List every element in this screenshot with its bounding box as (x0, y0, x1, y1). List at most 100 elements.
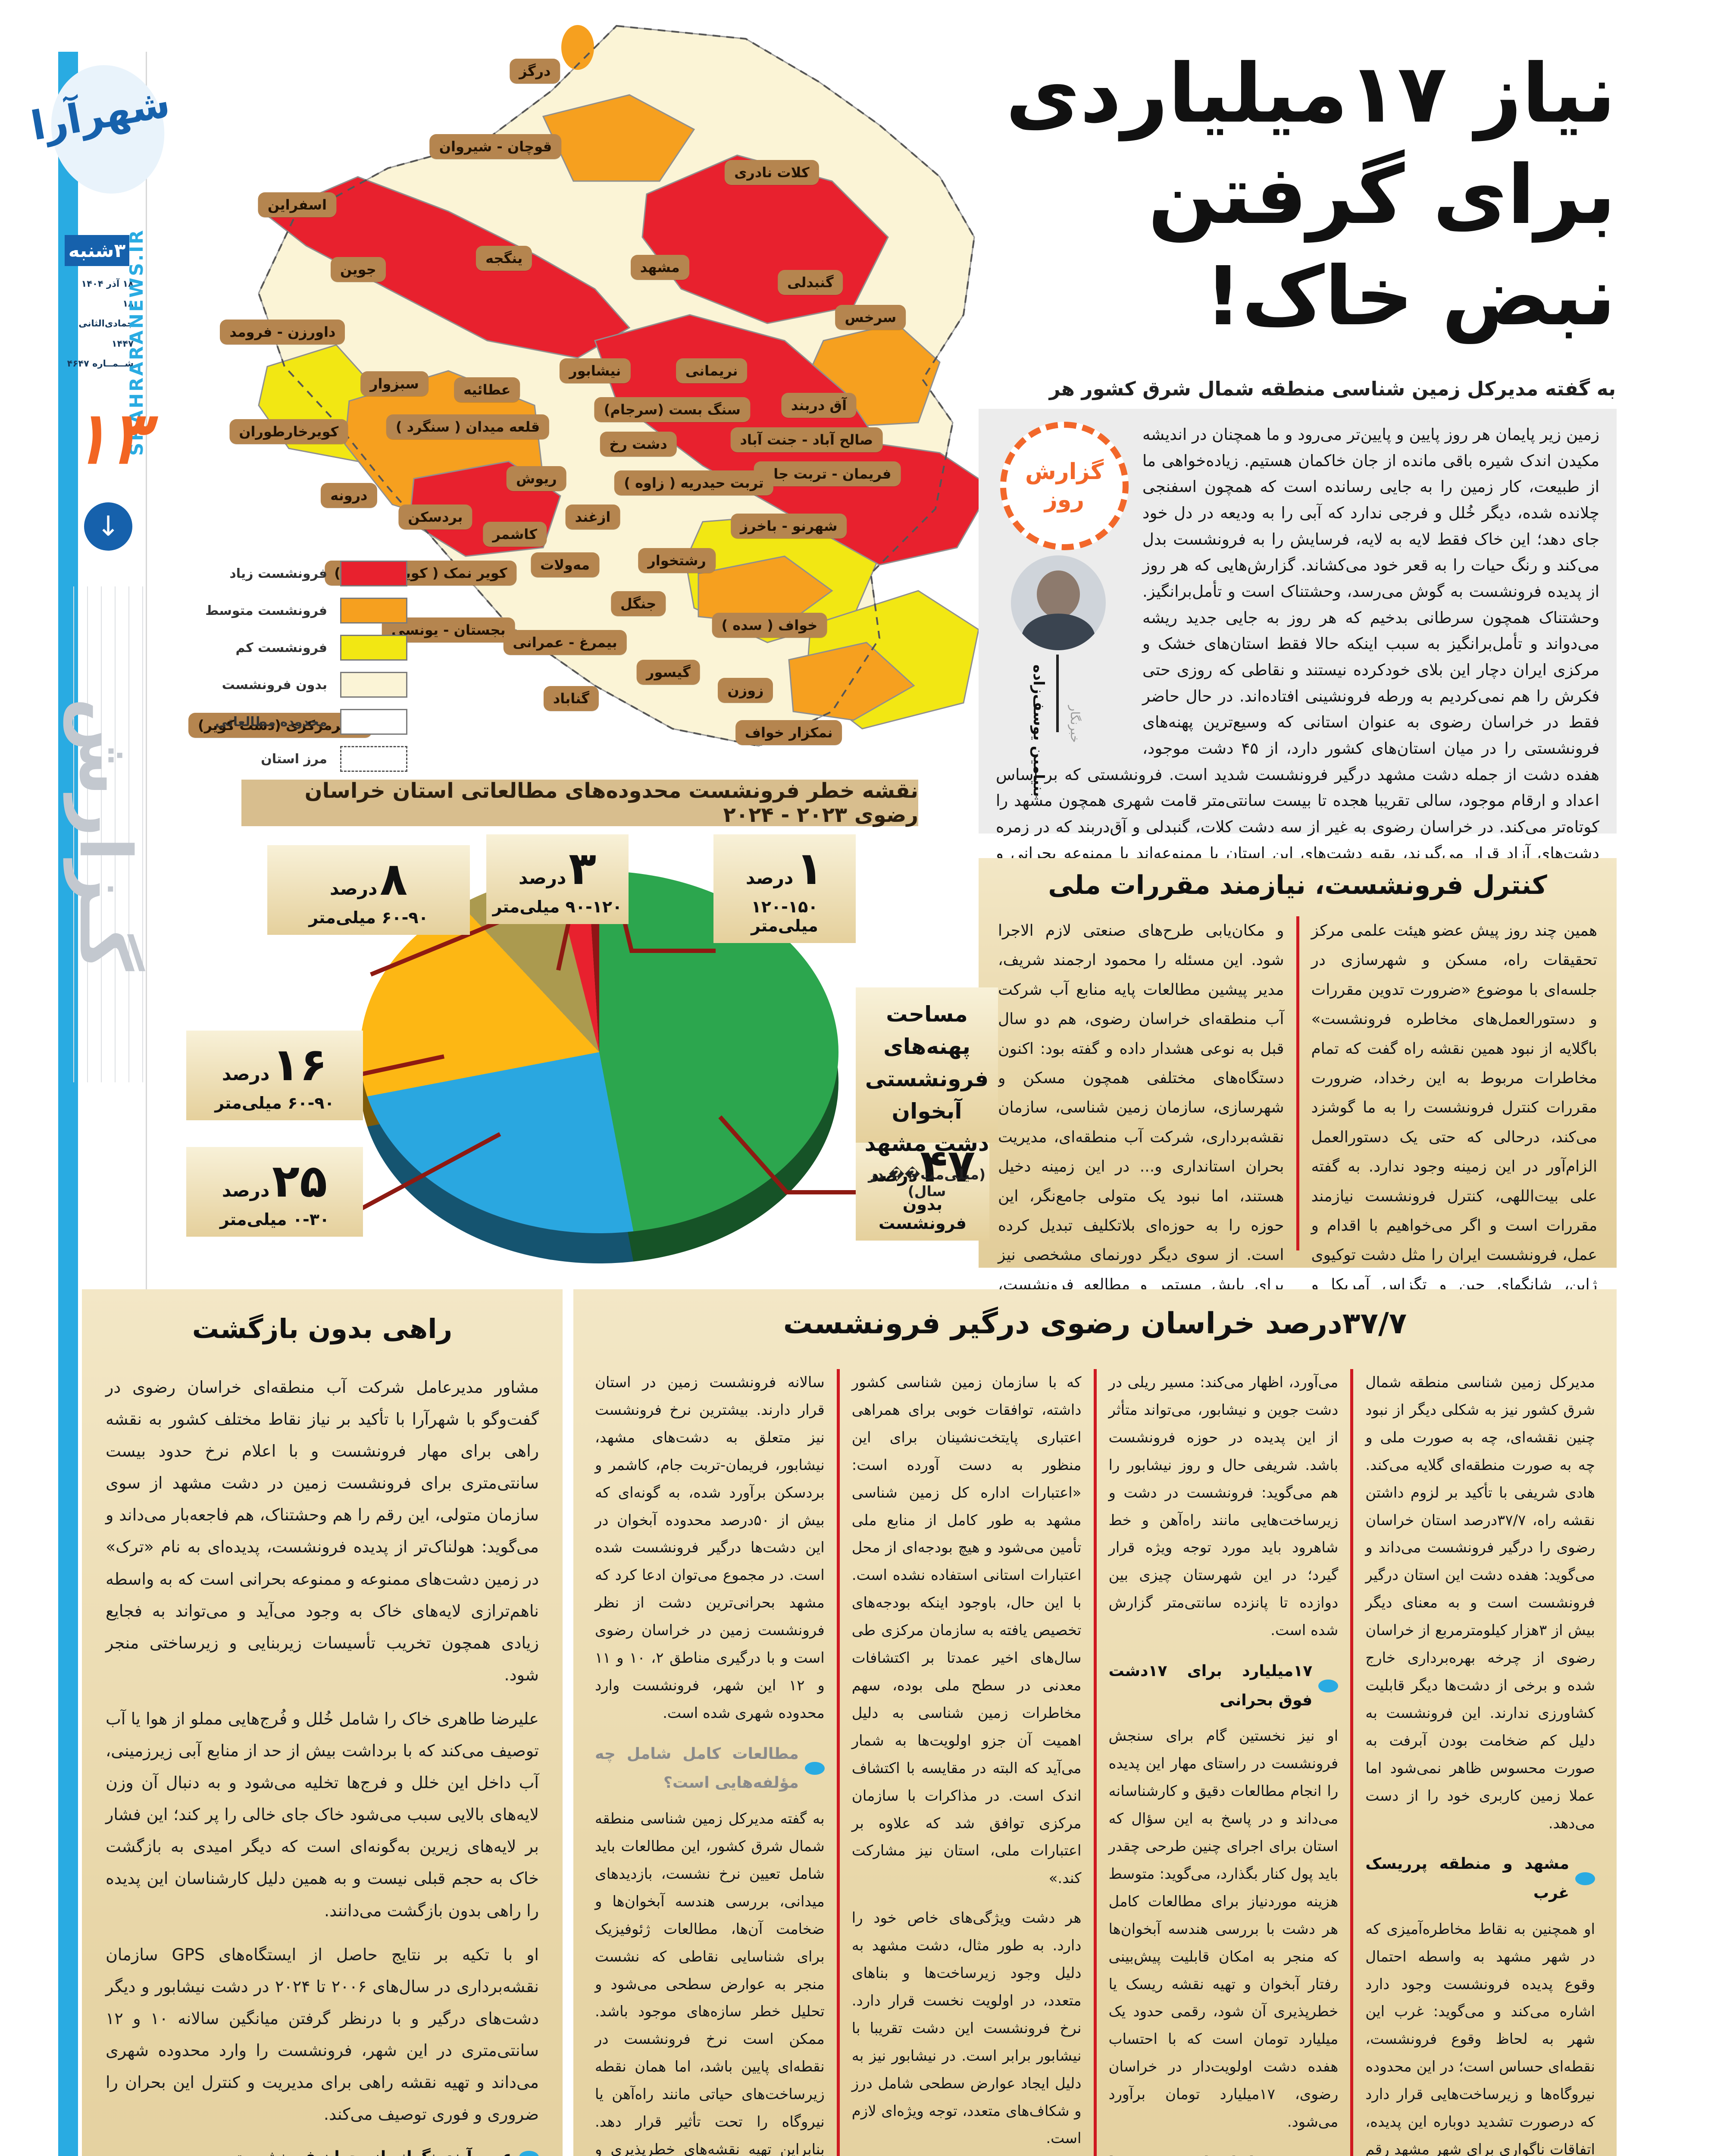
article-block: که با سازمان زمین شناسی کشور داشته، تواف… (852, 1369, 1082, 1893)
map-region-label-text: درگز (519, 63, 551, 79)
article-37-col-1: مدیرکل زمین شناسی منطقه شمال شرق کشور نی… (1365, 1369, 1595, 2156)
lead-paragraph-1: زمین زیر پایمان هر روز پایین و پایین‌تر … (996, 425, 1600, 888)
map-region-label-text: گنبدلی (787, 274, 834, 291)
map-region-label: داورزن - فرومد (220, 320, 345, 345)
map-region-label: صالح آباد - جنت آباد (730, 427, 883, 452)
pie-callout-number: ۸ (380, 853, 408, 906)
legend-row: فرونشست زیاد (149, 561, 407, 586)
pie-callout-value: ۲۵ درصد (191, 1155, 359, 1207)
pie-callout-value: ۱۶ درصد (191, 1038, 359, 1091)
map-region-label: مه‌ولات (531, 552, 600, 578)
badge-word-2: روز (1044, 487, 1085, 513)
article-block-text: مطالعات کامل شامل چه مؤلفه‌هایی است؟ (595, 1745, 799, 1792)
pie-callout-value: ۱ درصد (718, 842, 851, 895)
issue-number: شــمــاره ۴۶۴۷ (67, 358, 134, 369)
article-block-text: عبور آینده‌نگرانه از بحران فرونشست (232, 2142, 513, 2156)
pie-callout-unit: میلی‌متر (751, 916, 818, 935)
map-region-label-text: خواف ( سده ) (721, 617, 818, 634)
page-number: ۱۳ (71, 397, 148, 479)
pie-callout-range: ۱۲۰-۱۵۰ میلی‌متر (718, 897, 851, 935)
article-block-text: علیرضا طاهری خاک را شامل خُلل و فُرج‌های… (106, 1709, 539, 1920)
pie-title: مساحت پهنه‌های فرونشستی آبخوان دشت مشهد (864, 1002, 989, 1156)
regulations-box: کنترل فرونشست، نیازمند مقررات ملی همین چ… (979, 858, 1617, 1470)
pie-callout-number: ۲۵ (272, 1155, 328, 1207)
regulations-col-right: همین چند روز پیش عضو هیئت علمی مرکز تحقی… (1311, 922, 1598, 1470)
map-region-label: بردسکن (398, 505, 472, 530)
map-region-label-text: مشهد (640, 259, 680, 276)
map-region-label-text: مه‌ولات (540, 557, 590, 573)
pie-callout-range: بدون فرونشست (860, 1195, 985, 1233)
article-block-text: ۱۷میلیارد برای ۱۷دشت فوق بحرانی (1108, 1662, 1313, 1709)
pie-callout-range: ۰-۳۰ میلی‌متر (191, 1210, 359, 1229)
regulations-columns: همین چند روز پیش عضو هیئت علمی مرکز تحقی… (998, 916, 1598, 1470)
article-37-col-3: که با سازمان زمین شناسی کشور داشته، تواف… (852, 1369, 1082, 2156)
article-block-text: سالانه فرونشست زمین در استان قرار دارند.… (595, 1374, 825, 1722)
map-region-label-text: اسفراین (267, 196, 327, 213)
pie-callout-number: ۱ (796, 842, 824, 895)
map-region-label: کویرخارطوران (229, 419, 348, 444)
daily-report-badge: گزارش روز (1000, 422, 1129, 550)
article-37-col-4: سالانه فرونشست زمین در استان قرار دارند.… (595, 1369, 825, 2156)
map-region-label-text: نریمانی (685, 363, 738, 379)
pie-callout-percent-word: درصد (518, 867, 566, 888)
article-no-return-body: مشاور مدیرعامل شرکت آب منطقه‌ای خراسان ر… (106, 1371, 539, 2156)
map-region-label: گناباد (543, 686, 599, 711)
map-region-label: مشهد (630, 254, 689, 280)
article-block: مشاور مدیرعامل شرکت آب منطقه‌ای خراسان ر… (106, 1371, 539, 1691)
map-region-label-text: ازغند (575, 509, 611, 526)
map-region-label: قوچان - شیروان (429, 134, 562, 159)
section-vertical-word: گـزارش (60, 586, 147, 1082)
article-block-text: او نیز نخستین گام برای سنجش فرونشست در ر… (1108, 1727, 1339, 2131)
map-region-label-text: نیشابور (569, 363, 621, 379)
map-region-label-text: داورزن - فرومد (229, 324, 336, 341)
map-region-label-text: سبزوار (370, 375, 419, 392)
pie-callout: ۸ درصد ۶۰-۹۰ میلی‌متر (267, 845, 470, 935)
map-region-label-text: بردسکن (408, 509, 463, 526)
map-region-label: سرخس (835, 304, 906, 330)
map-region-label-text: قوچان - شیروان (439, 138, 552, 155)
province-dashed-border (257, 25, 976, 747)
daily-report-text: گزارش روز بنیامین یوسف‌زاده خبرنگار زمین… (996, 422, 1599, 993)
regulations-col-left: و مکان‌یابی طرح‌های صنعتی لازم الاجرا شو… (998, 922, 1284, 1411)
pie-callout-percent-word: درصد (745, 867, 794, 888)
article-37-columns: مدیرکل زمین شناسی منطقه شمال شرق کشور نی… (595, 1369, 1595, 2156)
article-block-text: او با تکیه بر نتایج حاصل از ایستگاه‌های … (106, 1945, 539, 2124)
pie-callout-number: ۱۶ (272, 1038, 328, 1091)
pie-callout-percent-word: درصد (329, 878, 378, 899)
red-column-separator (1296, 916, 1299, 1250)
date-block: ۱۸ آذر ۱۴۰۴ ۱۸ جمادی‌الثانی ۱۴۴۷ شــمــا… (65, 274, 134, 373)
region-mahvelat-orange (698, 555, 833, 626)
pie-callout-range: ۶۰-۹۰ میلی‌متر (272, 908, 466, 927)
map-region-label-text: کویرمرکزی (دشت کویر) (198, 717, 363, 734)
avatar-body (1022, 614, 1095, 650)
bullet-icon (1318, 1679, 1339, 1692)
map-region-label: تربت حیدریه ( زاوه ) (614, 470, 773, 495)
map-region-label: فریمان - تربت جام (754, 461, 901, 487)
map-region-label-text: شهرنو - باخرز (740, 518, 838, 535)
map-region-label-text: سنگ بست (سرجام) (604, 401, 741, 418)
avatar-head (1037, 570, 1080, 618)
pie-callout-percent-word: درصد (222, 1180, 270, 1201)
map-region-label-text: درونه (330, 487, 368, 504)
pie-callout: ۱ درصد ۱۲۰-۱۵۰ میلی‌متر (713, 834, 856, 943)
map-region-label: گیسور (637, 660, 700, 685)
pie-callout-unit: میلی‌متر (492, 897, 560, 916)
legend-label: فرونشست کم (235, 640, 327, 655)
legend-swatch (340, 709, 407, 735)
legend-swatch (340, 635, 407, 661)
legend-label: محدوده مطالعاتی (215, 714, 327, 730)
download-arrow-icon: ↓ (84, 502, 132, 551)
pie-callout-range-numbers: ۶۰-۹۰ (382, 908, 429, 927)
map-region-label-text: قلعه میدان ( سنگرد ) (395, 419, 540, 436)
weekday-badge: ۳شنبه (65, 235, 129, 266)
red-column-separator (1350, 1369, 1354, 2156)
reporter-role: خبرنگار (1067, 705, 1082, 743)
map-region-label-text: آق دربند (791, 397, 847, 414)
map-region-label-text: گناباد (553, 690, 589, 707)
article-block: عبور آینده‌نگرانه از بحران فرونشست (106, 2142, 539, 2156)
article-block: نصف با استان، نصف با تهران (1109, 2148, 1339, 2156)
map-region-label: بیمرغ - عمرانی (503, 630, 627, 655)
pie-callout-range-numbers: ۶۰-۹۰ (288, 1094, 335, 1112)
map-region-label-text: ریوش (516, 470, 557, 487)
map-region-label-text: دشت رخ (609, 436, 667, 452)
